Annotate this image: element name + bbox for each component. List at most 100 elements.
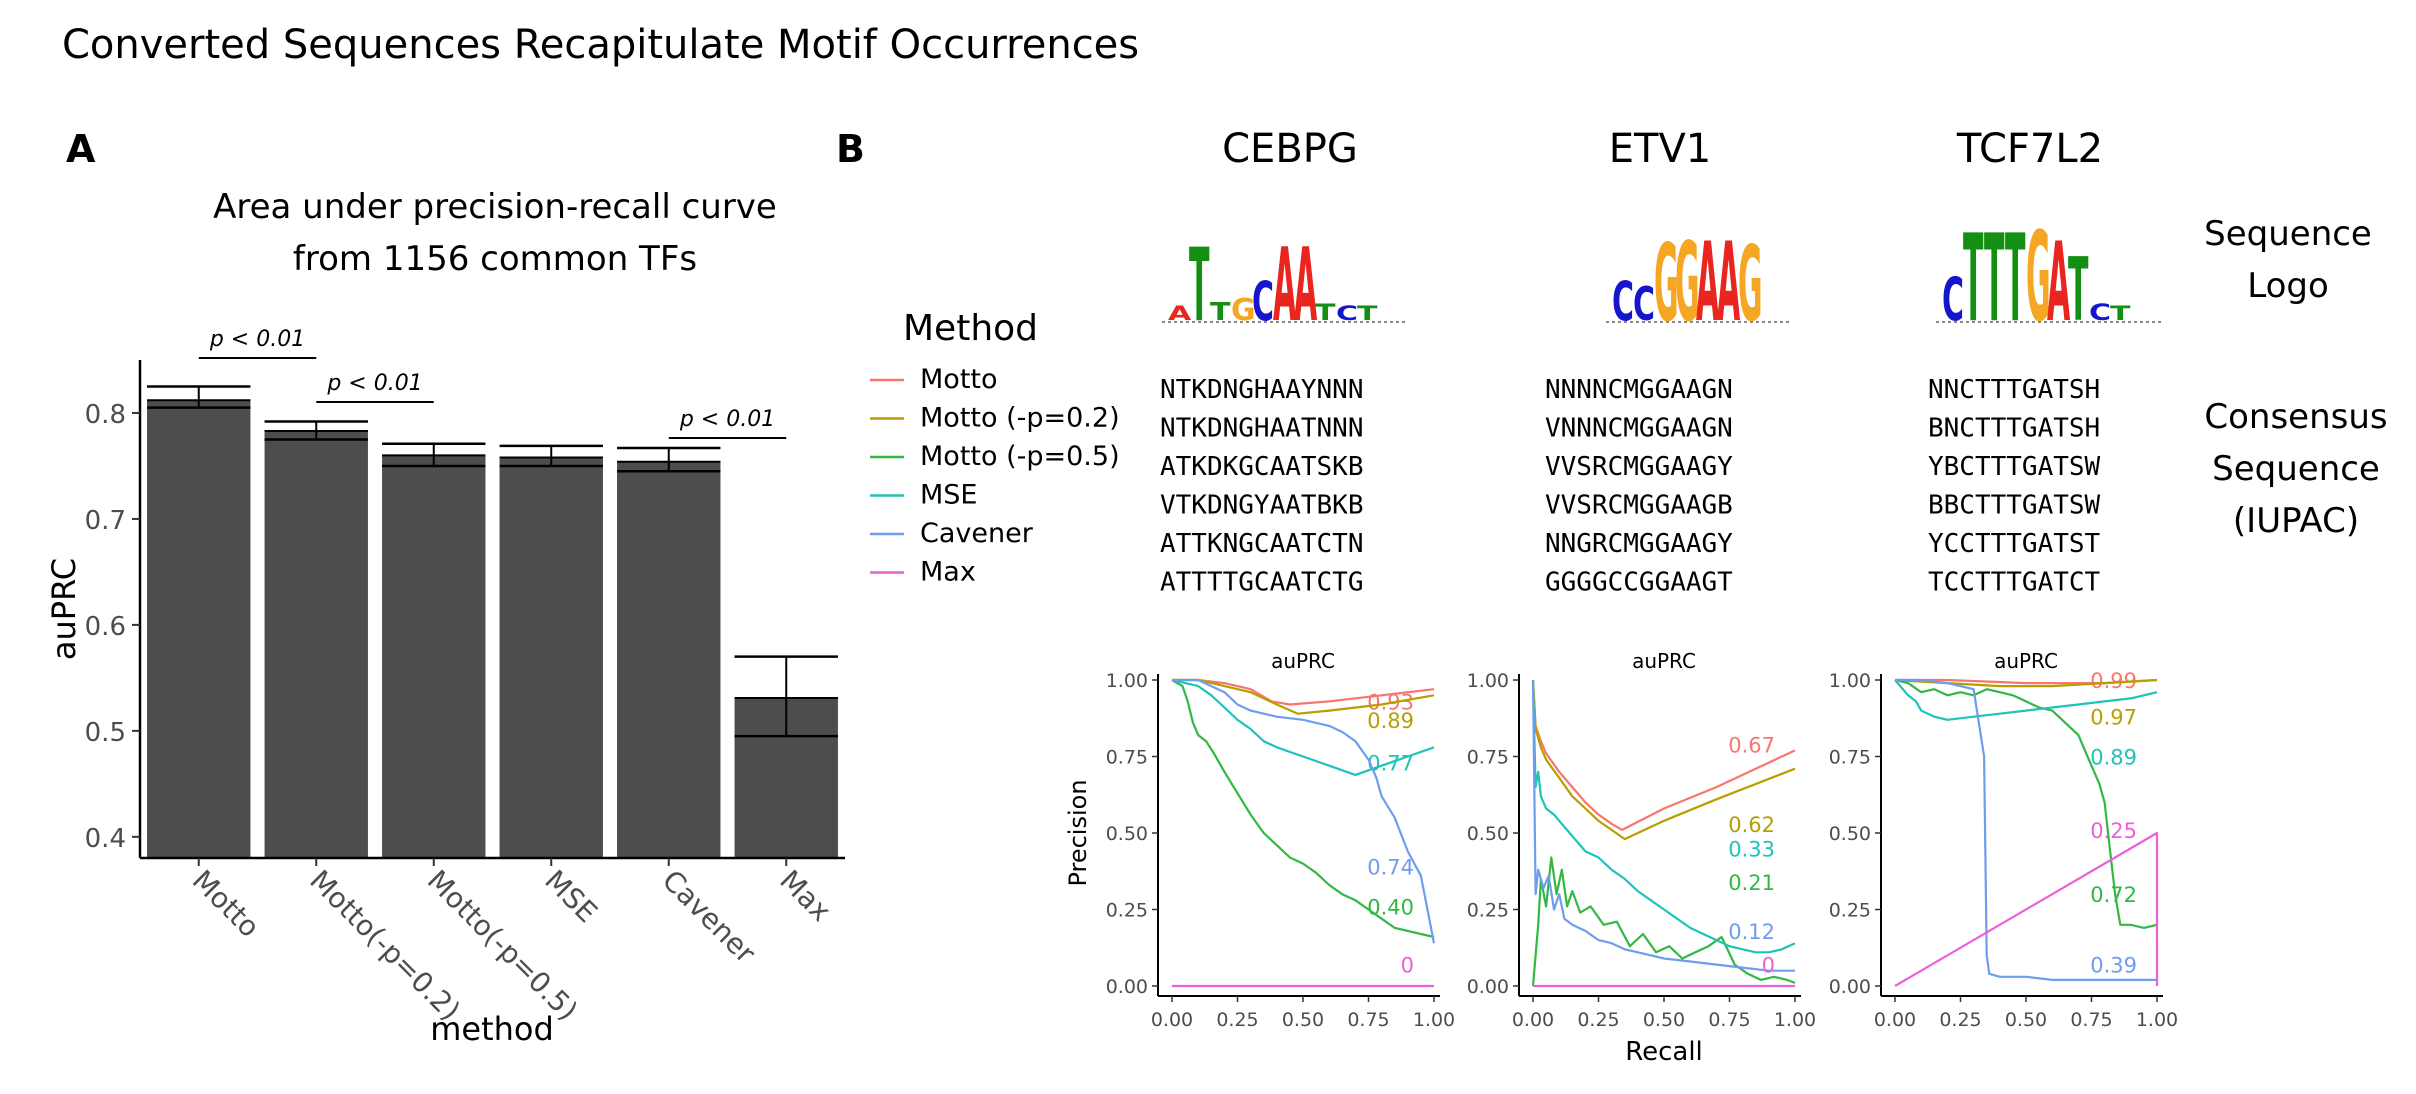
consensus-sequence: BNCTTTGATSH <box>1928 414 2100 444</box>
logo-letter: T <box>2068 240 2089 342</box>
y-tick-label: 0.25 <box>1106 900 1148 922</box>
panel-a-bar-chart: Area under precision-recall curve from 11… <box>45 187 845 1048</box>
auprc-label: 0.74 <box>1367 856 1414 880</box>
logo-letter: T <box>1189 226 1210 344</box>
x-tick-label: MSE <box>538 864 603 929</box>
x-axis-label: method <box>430 1010 554 1048</box>
y-tick-label: 1.00 <box>1106 670 1148 692</box>
legend-item: MSE <box>920 480 978 511</box>
auprc-label: 0.40 <box>1367 895 1414 919</box>
auprc-label: 0.97 <box>2090 706 2137 730</box>
consensus-sequence: BBCTTTGATSW <box>1928 491 2101 521</box>
pr-curve-facet-etv1: auPRC 0.000.00 0.25 0.25 0.50 0.50 0.75 0.75 1.0… <box>1467 649 1816 1067</box>
x-tick-label: 1.00 <box>2136 1009 2178 1031</box>
logo-letter: G <box>1738 224 1763 345</box>
x-tick-label: 0.00 <box>1151 1009 1193 1031</box>
y-tick-label: 0.6 <box>85 612 126 642</box>
logo-letter: T <box>1357 302 1378 324</box>
row-label: Sequence <box>2212 449 2380 489</box>
x-tick-label: 0.25 <box>1939 1009 1981 1031</box>
logo-letter: C <box>1336 302 1358 324</box>
legend-item: Motto (-p=0.2) <box>920 403 1120 434</box>
logo-letter: A <box>1273 226 1296 344</box>
consensus-sequence: VNNNCMGGAAGN <box>1545 414 1733 444</box>
legend-item: Cavener <box>920 518 1034 549</box>
logo-letter: G <box>1675 219 1700 346</box>
pr-curve-line <box>1895 678 2157 982</box>
pr-curve-line <box>1171 679 1435 939</box>
row-label: Consensus <box>2204 397 2387 437</box>
logo-letter: C <box>2089 301 2111 326</box>
pr-curve-line <box>1531 679 1795 972</box>
x-tick-label: Max <box>773 864 837 928</box>
logo-letter: C <box>1633 278 1655 331</box>
consensus-sequence: VVSRCMGGAAGY <box>1545 452 1733 482</box>
auprc-label: 0.62 <box>1728 813 1775 837</box>
x-tick-label: 1.00 <box>1774 1009 1816 1031</box>
chart-subtitle: from 1156 common TFs <box>293 239 697 279</box>
pr-curve-line <box>1531 679 1796 832</box>
consensus-sequence: VTKDNGYAATBKB <box>1160 491 1364 521</box>
logo-letter: A <box>1294 226 1317 344</box>
logo-letter: T <box>2110 302 2131 324</box>
y-tick-label: 0.00 <box>1467 976 1509 998</box>
x-tick-label: 0.50 <box>1643 1009 1685 1031</box>
pr-curve-line <box>1531 679 1796 841</box>
consensus-sequence: NNGRCMGGAAGY <box>1545 529 1733 559</box>
y-tick-label: 1.00 <box>1467 670 1509 692</box>
auprc-label: 0.39 <box>2090 954 2137 978</box>
pr-curve-line <box>1894 831 2159 987</box>
y-tick-label: 0.5 <box>85 718 126 748</box>
consensus-sequence: ATTKNGCAATCTN <box>1160 529 1364 559</box>
x-tick-label: 0.75 <box>1347 1009 1389 1031</box>
logo-letter: C <box>1942 266 1964 336</box>
consensus-sequence: VVSRCMGGAAGB <box>1545 491 1733 521</box>
logo-letter: A <box>1168 302 1192 324</box>
auprc-label: 0.25 <box>2090 819 2137 843</box>
auprc-label: 0 <box>1762 954 1775 978</box>
auprc-label: 0.67 <box>1728 733 1775 757</box>
y-tick-label: 0.25 <box>1467 900 1509 922</box>
pr-curve-line <box>1531 679 1796 954</box>
y-tick-label: 0.75 <box>1467 747 1509 769</box>
logo-letter: A <box>1717 219 1740 346</box>
x-tick-label: 0.50 <box>2005 1009 2047 1031</box>
consensus-sequence: YCCTTTGATST <box>1928 529 2101 559</box>
auprc-label: 0.77 <box>1367 752 1414 776</box>
y-tick-label: 0.00 <box>1106 976 1148 998</box>
logo-letter: C <box>1252 270 1274 333</box>
x-tick-label: 0.75 <box>1708 1009 1750 1031</box>
significance-label: p < 0.01 <box>209 327 305 352</box>
y-tick-label: 0.00 <box>1829 976 1871 998</box>
x-tick-label: 0.75 <box>2070 1009 2112 1031</box>
legend-item: Max <box>920 557 976 588</box>
auprc-label: 0.12 <box>1728 920 1775 944</box>
pr-curve-facet-tcf7l2: auPRC 0.000.00 0.25 0.25 0.50 0.50 0.75 0.75 1.0… <box>1829 649 2178 1031</box>
x-tick-label: 0.25 <box>1216 1009 1258 1031</box>
logo-letter: G <box>2026 207 2051 350</box>
auprc-label: 0.72 <box>2090 883 2137 907</box>
x-tick-label: 0.25 <box>1577 1009 1619 1031</box>
consensus-sequence: NTKDNGHAATNNN <box>1160 414 1364 444</box>
logo-letter: T <box>2005 209 2026 349</box>
pr-curve-facet-cebpg: auPRC 0.000.00 0.25 0.25 0.50 0.50 0.75 0.75 1.0… <box>1064 649 1455 1031</box>
row-label: Logo <box>2247 266 2329 306</box>
auprc-label: 0.89 <box>1367 709 1414 733</box>
logo-letter: T <box>1984 209 2005 349</box>
y-tick-label: 0.7 <box>85 506 126 536</box>
y-tick-label: 0.50 <box>1467 823 1509 845</box>
bar <box>382 455 486 858</box>
panel-label-b: B <box>836 127 865 171</box>
pr-curve-line <box>1894 679 2158 721</box>
row-label: (IUPAC) <box>2233 501 2359 541</box>
x-axis-label: Recall <box>1625 1037 1703 1067</box>
y-tick-label: 1.00 <box>1829 670 1871 692</box>
logo-letter: A <box>2047 219 2070 346</box>
consensus-sequence: NTKDNGHAAYNNN <box>1160 375 1364 405</box>
bar <box>617 461 721 858</box>
logo-letter: G <box>1654 222 1679 346</box>
chart-title: Area under precision-recall curve <box>213 187 777 227</box>
bar <box>147 400 251 858</box>
y-tick-label: 0.75 <box>1106 747 1148 769</box>
